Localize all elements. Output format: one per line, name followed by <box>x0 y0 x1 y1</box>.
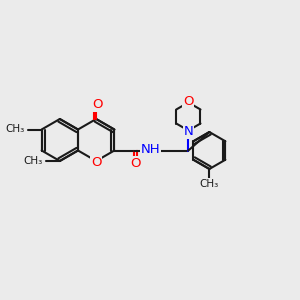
Text: CH₃: CH₃ <box>5 124 25 134</box>
Text: CH₃: CH₃ <box>24 156 43 166</box>
Text: O: O <box>92 98 102 112</box>
Text: NH: NH <box>141 143 160 156</box>
Text: N: N <box>184 125 193 138</box>
Text: O: O <box>183 95 194 108</box>
Text: O: O <box>130 157 141 170</box>
Text: O: O <box>91 155 101 169</box>
Text: CH₃: CH₃ <box>200 179 219 189</box>
